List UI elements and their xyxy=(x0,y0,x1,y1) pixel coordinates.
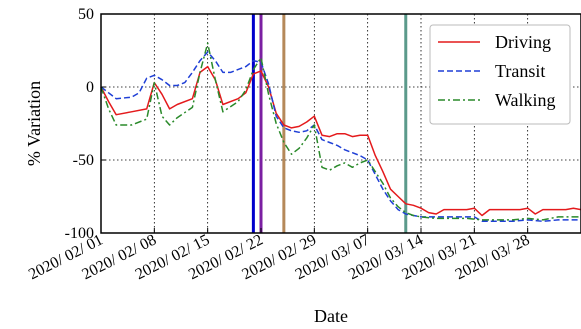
x-axis-title: Date xyxy=(314,306,348,326)
y-tick-label: -100 xyxy=(65,225,94,242)
y-tick-label: 0 xyxy=(86,79,94,96)
y-axis-title: % Variation xyxy=(24,81,44,166)
plot-area-frame xyxy=(100,13,581,234)
legend-label: Walking xyxy=(495,90,556,110)
legend-label: Transit xyxy=(495,61,545,81)
series-lines xyxy=(100,42,581,223)
series-line-walking xyxy=(100,42,581,221)
event-markers xyxy=(251,14,408,233)
y-tick-label: 50 xyxy=(78,6,94,23)
y-axis-ticks: 50 0 -50 -100 xyxy=(65,6,106,242)
legend-label: Driving xyxy=(495,32,551,52)
legend: Driving Transit Walking xyxy=(429,24,571,125)
y-tick-label: -50 xyxy=(73,152,94,169)
